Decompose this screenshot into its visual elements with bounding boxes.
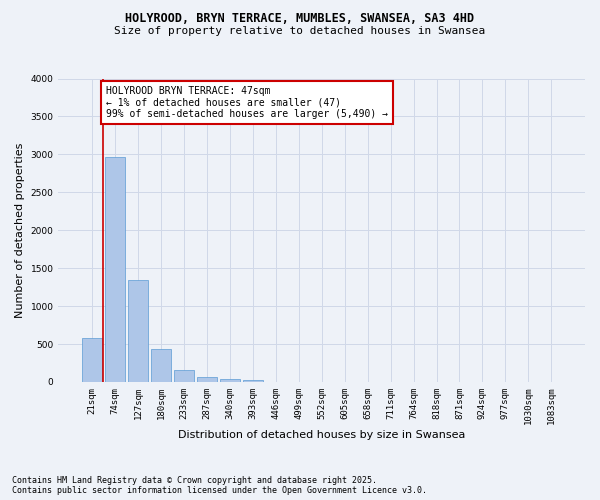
Bar — [151, 350, 171, 382]
Text: Contains HM Land Registry data © Crown copyright and database right 2025.: Contains HM Land Registry data © Crown c… — [12, 476, 377, 485]
Text: Size of property relative to detached houses in Swansea: Size of property relative to detached ho… — [115, 26, 485, 36]
Text: HOLYROOD BRYN TERRACE: 47sqm
← 1% of detached houses are smaller (47)
99% of sem: HOLYROOD BRYN TERRACE: 47sqm ← 1% of det… — [106, 86, 388, 120]
Y-axis label: Number of detached properties: Number of detached properties — [15, 142, 25, 318]
Text: HOLYROOD, BRYN TERRACE, MUMBLES, SWANSEA, SA3 4HD: HOLYROOD, BRYN TERRACE, MUMBLES, SWANSEA… — [125, 12, 475, 26]
Bar — [174, 370, 194, 382]
X-axis label: Distribution of detached houses by size in Swansea: Distribution of detached houses by size … — [178, 430, 466, 440]
Bar — [106, 156, 125, 382]
Text: Contains public sector information licensed under the Open Government Licence v3: Contains public sector information licen… — [12, 486, 427, 495]
Bar — [128, 280, 148, 382]
Bar — [220, 380, 239, 382]
Bar — [243, 380, 263, 382]
Bar — [197, 376, 217, 382]
Bar — [82, 338, 102, 382]
